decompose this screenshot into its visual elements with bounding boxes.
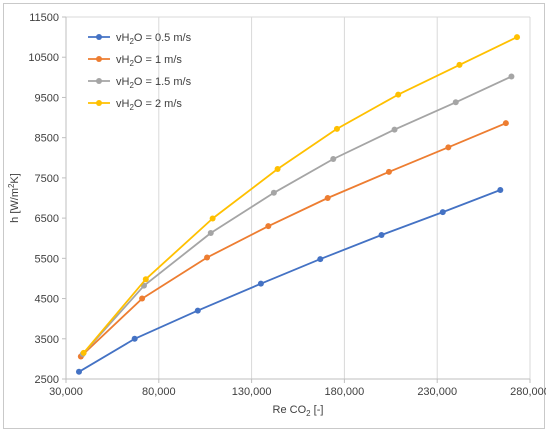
data-point xyxy=(514,34,521,41)
chart-frame: 30,000 80,000 130,000 180,000 230,000 280,000… xyxy=(3,3,546,429)
series-line xyxy=(80,122,507,358)
y-tick-label: 11500 xyxy=(29,12,59,24)
y-tick-label: 5500 xyxy=(35,253,59,265)
data-point xyxy=(333,125,340,132)
series-group xyxy=(80,34,521,356)
data-point xyxy=(80,349,87,356)
x-tick-label: 230,000 xyxy=(417,386,457,398)
series-line xyxy=(82,36,518,354)
series xyxy=(75,34,521,375)
y-axis-title: h [W/m2K] xyxy=(7,173,21,223)
legend-label: vH2O = 1 m/s xyxy=(116,54,182,68)
x-tick-label: 180,000 xyxy=(325,386,365,398)
x-tick-label: 130,000 xyxy=(232,386,272,398)
data-point xyxy=(330,155,337,162)
grid xyxy=(65,16,531,379)
legend-entry: vH2O = 1.5 m/s xyxy=(88,76,192,90)
data-point xyxy=(317,256,324,263)
data-point xyxy=(257,280,264,287)
data-point xyxy=(324,195,331,201)
x-axis-title: Re CO2 [-] xyxy=(273,404,324,418)
legend-label: vH2O = 2 m/s xyxy=(116,98,182,112)
series-group xyxy=(75,186,504,375)
data-point xyxy=(270,189,277,196)
data-point xyxy=(209,215,216,222)
y-tick-label: 6500 xyxy=(35,213,59,225)
data-point xyxy=(497,186,504,193)
axes: 30,000 80,000 130,000 180,000 230,000 280,000… xyxy=(28,12,546,398)
data-point xyxy=(274,166,281,173)
data-point xyxy=(445,144,452,151)
legend: vH2O = 0.5 m/s vH2O = 1 m/s vH2O = 1.5 m/s… xyxy=(88,32,192,112)
y-tick-label: 4500 xyxy=(35,294,59,306)
y-tick-label: 3500 xyxy=(35,334,59,346)
series-line xyxy=(82,75,512,355)
data-point xyxy=(439,209,446,216)
series-line xyxy=(78,189,501,373)
y-tick-label: 8500 xyxy=(35,133,59,145)
legend-entry: vH2O = 2 m/s xyxy=(88,98,182,112)
data-point xyxy=(452,99,459,106)
x-tick-label: 30,000 xyxy=(49,386,83,398)
line-chart: 30,000 80,000 130,000 180,000 230,000 280,000… xyxy=(7,12,546,418)
data-point xyxy=(378,232,385,239)
x-tick-label: 280,000 xyxy=(510,386,546,398)
data-point xyxy=(142,276,149,283)
data-point xyxy=(456,61,463,68)
y-tick-label: 7500 xyxy=(35,173,59,185)
series-group xyxy=(79,73,515,358)
legend-label: vH2O = 0.5 m/s xyxy=(116,32,192,46)
y-tick-label: 10500 xyxy=(28,52,59,64)
data-point xyxy=(508,73,515,80)
data-point xyxy=(385,168,392,175)
legend-marker xyxy=(96,78,102,84)
data-point xyxy=(265,223,272,230)
x-tick-label: 80,000 xyxy=(142,386,176,398)
legend-label: vH2O = 1.5 m/s xyxy=(116,76,192,90)
y-tick-label: 2500 xyxy=(35,374,59,386)
data-point xyxy=(204,254,211,261)
data-point xyxy=(502,120,509,127)
data-point xyxy=(131,335,138,342)
data-point xyxy=(395,91,402,98)
data-point xyxy=(194,307,201,314)
data-point xyxy=(75,368,82,375)
legend-entry: vH2O = 1 m/s xyxy=(88,54,182,68)
legend-marker xyxy=(96,100,102,106)
series-group xyxy=(77,120,509,360)
legend-marker xyxy=(96,34,102,40)
data-point xyxy=(207,229,214,236)
legend-marker xyxy=(96,56,102,62)
data-point xyxy=(391,126,398,133)
legend-entry: vH2O = 0.5 m/s xyxy=(88,32,192,46)
data-point xyxy=(139,295,146,302)
y-tick-label: 9500 xyxy=(35,92,59,104)
